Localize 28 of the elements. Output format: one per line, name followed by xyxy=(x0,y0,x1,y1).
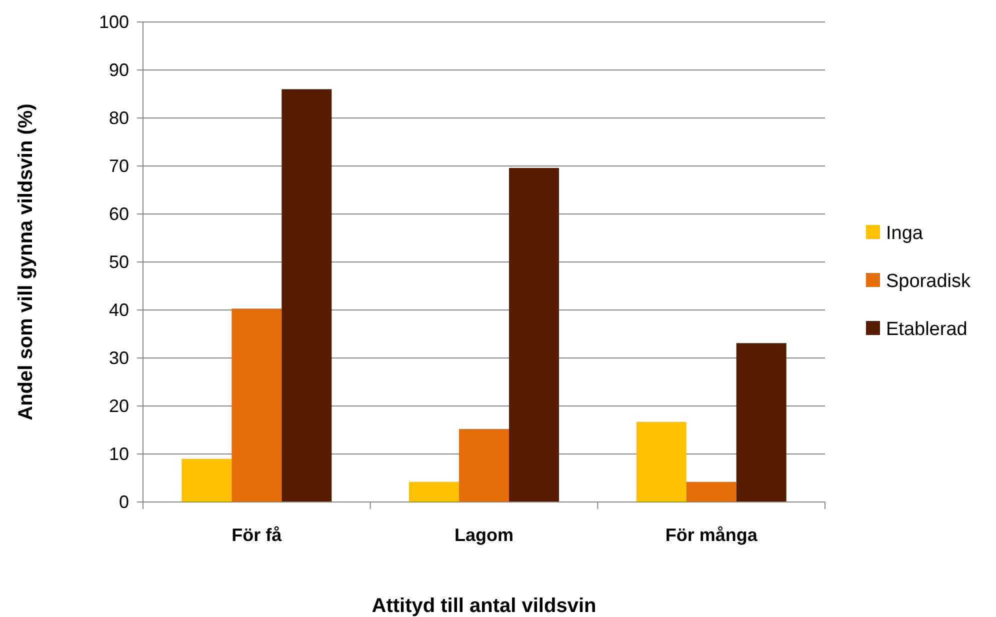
bar xyxy=(736,343,786,502)
y-tick-label: 10 xyxy=(108,444,129,464)
y-tick-label: 0 xyxy=(118,492,129,512)
bar xyxy=(636,422,686,502)
bar xyxy=(509,168,559,502)
y-tick-label: 50 xyxy=(108,252,129,272)
x-tick-label: För få xyxy=(232,524,283,545)
y-tick-label: 40 xyxy=(108,300,129,320)
bar xyxy=(459,429,509,502)
y-tick-label: 90 xyxy=(108,60,129,80)
y-tick-label: 30 xyxy=(108,348,129,368)
bar xyxy=(232,308,282,502)
legend-label: Sporadisk xyxy=(886,271,971,292)
legend-label: Inga xyxy=(886,223,924,244)
y-axis-title: Andel som vill gynna vildsvin (%) xyxy=(15,104,37,420)
bar xyxy=(182,458,232,502)
x-axis-title: Attityd till antal vildsvin xyxy=(372,595,596,617)
y-tick-label: 60 xyxy=(108,204,129,224)
y-tick-label: 20 xyxy=(108,396,129,416)
x-tick-label: Lagom xyxy=(454,524,514,545)
y-tick-label: 80 xyxy=(108,108,129,128)
y-tick-label: 100 xyxy=(98,12,129,32)
y-tick-label: 70 xyxy=(108,156,129,176)
bar xyxy=(409,482,459,502)
legend-label: Etablerad xyxy=(886,319,968,340)
x-tick-label: För många xyxy=(665,524,758,545)
bar xyxy=(686,482,736,502)
bar xyxy=(282,89,332,502)
